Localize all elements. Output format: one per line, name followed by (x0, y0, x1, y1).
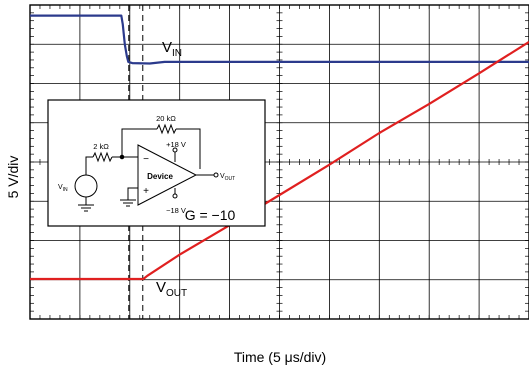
output-terminal (213, 172, 219, 178)
series-line-vout (30, 40, 529, 281)
wire-plus-to-ground (127, 187, 138, 200)
label-gain: G = −10 (185, 207, 236, 223)
supply-neg-terminal (172, 193, 178, 199)
dashed-markers (128, 5, 144, 319)
x-axis-label: Time (5 μs/div) (234, 349, 326, 365)
label-v-neg: −18 V (166, 206, 186, 215)
vout-label-sub: OUT (166, 288, 187, 299)
label-vin-source: VIN (58, 184, 68, 193)
vin-label-sub: IN (172, 48, 182, 59)
series-label-vout: VOUT (156, 279, 187, 299)
resistor-input (92, 151, 113, 163)
opamp-triangle (137, 144, 198, 206)
label-r-input: 2 kΩ (93, 142, 109, 151)
vin-label-main: V (162, 39, 172, 56)
inset-vout-main: V (220, 173, 225, 180)
label-minus: − (143, 154, 149, 165)
label-v-pos: +18 V (166, 140, 186, 149)
wire-feedback-right (176, 128, 201, 169)
label-r-feedback: 20 kΩ (156, 114, 176, 123)
wire-source-up (85, 156, 93, 175)
label-plus: + (143, 186, 149, 197)
series-layer (30, 14, 529, 281)
circuit-inset-labels: 20 kΩ 2 kΩ +18 V −18 V Device − + VIN VO… (58, 114, 236, 223)
ground-symbol-right (120, 199, 136, 207)
supply-pos-terminal (172, 147, 178, 153)
y-axis-label: 5 V/div (5, 156, 21, 199)
inset-vin-sub: IN (63, 187, 68, 193)
ground-symbol-left (78, 204, 94, 212)
label-device: Device (147, 172, 173, 181)
wire-feedback-up (121, 128, 157, 157)
series-label-vin: VIN (162, 39, 182, 59)
label-vout-terminal: VOUT (220, 173, 235, 182)
inset-vout-sub: OUT (225, 176, 236, 182)
resistor-feedback (156, 123, 177, 135)
series-line-vin (30, 14, 529, 65)
inset-vin-main: V (58, 184, 63, 191)
circuit-inset (47, 99, 266, 227)
vout-label-main: V (156, 279, 166, 296)
plot-frame (29, 4, 529, 320)
